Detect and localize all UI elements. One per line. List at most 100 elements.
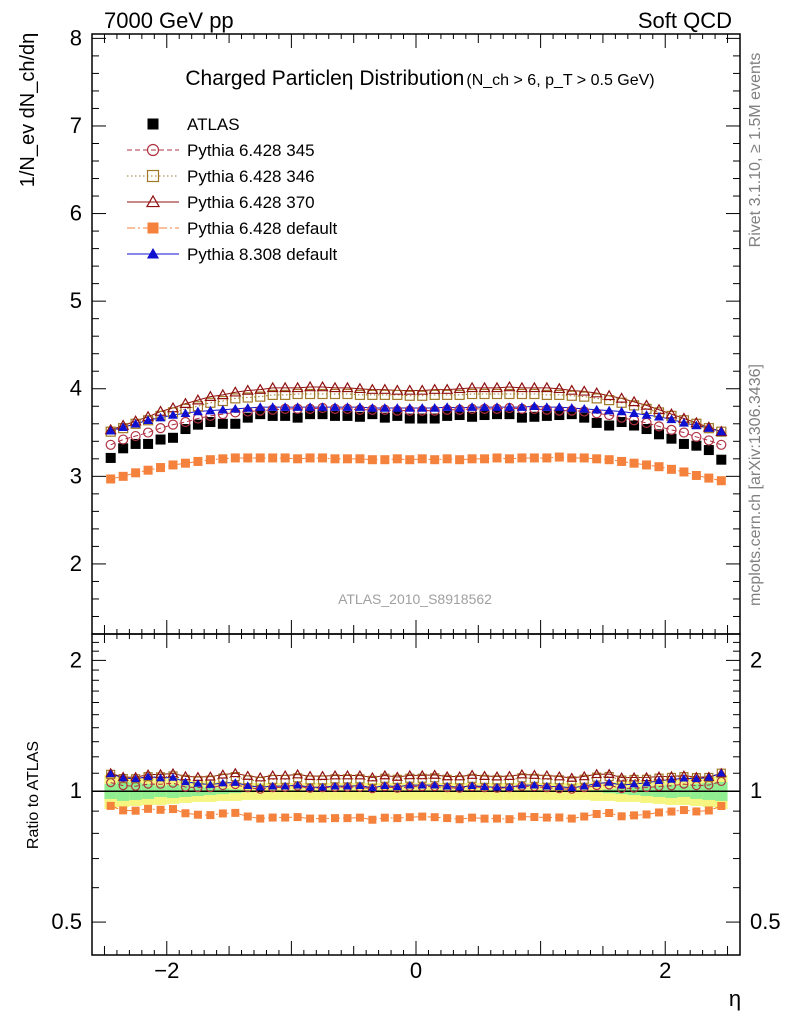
pythia-6-428-370-point: [578, 385, 591, 396]
pythia-8-308-default-point: [604, 405, 615, 415]
pythia-6-428-default-point: [617, 456, 627, 466]
atlas-point: [242, 412, 253, 423]
pythia-6-428-default-point: [355, 454, 365, 464]
pythia-8-308-default-point: [442, 402, 453, 411]
pythia-6-428-370-point: [515, 381, 528, 393]
pythia-6-428-default-ratio-point: [542, 813, 551, 822]
pythia-6-428-370-point: [353, 382, 366, 394]
atlas-point: [255, 409, 266, 420]
pythia-8-308-default-ratio-point: [592, 779, 602, 787]
pythia-6-428-346-point: [541, 389, 552, 400]
pythia-8-308-default-ratio-point: [106, 769, 116, 778]
header-left: 7000 GeV pp: [104, 8, 234, 33]
pythia-6-428-default-ratio-point: [343, 814, 352, 823]
pythia-6-428-345-point: [653, 421, 665, 432]
atlas-point: [417, 413, 428, 424]
pythia-6-428-370-point: [478, 381, 491, 393]
pythia-8-308-default-point: [379, 403, 390, 412]
pythia-6-428-346-point: [329, 388, 341, 400]
pythia-8-308-default-ratio-point: [156, 773, 165, 782]
pythia-6-428-346-point: [354, 389, 366, 400]
pythia-8-308-default-point: [242, 403, 253, 412]
pythia-6-428-default-point: [542, 453, 552, 463]
pythia-6-428-default-ratio-point: [355, 813, 364, 822]
pythia-6-428-default-ratio-point: [169, 805, 177, 814]
pythia-6-428-370-ratio-point: [292, 768, 304, 779]
legend-label-pythia-6-428-346: Pythia 6.428 346: [187, 167, 315, 186]
chart-title: Charged Particleη Distribution (N_ch > 6,…: [185, 67, 654, 90]
pythia-6-428-370-point: [615, 392, 628, 403]
pythia-6-428-default-point: [480, 454, 490, 464]
pythia-8-308-default-point: [330, 402, 340, 411]
pythia-6-428-default-point: [504, 454, 514, 464]
pythia-6-428-default-point: [442, 454, 452, 464]
pythia-6-428-345-point: [155, 423, 166, 434]
pythia-8-308-default-ratio-point: [554, 782, 564, 790]
x-axis-label: η: [729, 986, 741, 1011]
pythia-8-308-default-ratio-point: [318, 782, 327, 791]
pythia-6-428-default-point: [417, 454, 427, 464]
pythia-8-308-default-ratio-point: [143, 772, 153, 780]
atlas-point: [280, 410, 291, 421]
pythia-6-428-346-point: [429, 389, 440, 400]
pythia-6-428-default-ratio-point: [443, 814, 452, 823]
pythia-8-308-default-point: [367, 403, 378, 412]
pythia-6-428-345-point: [703, 435, 714, 446]
atlas-point: [467, 411, 478, 422]
pythia-6-428-370-ratio-point: [491, 770, 503, 781]
atlas-point: [666, 433, 677, 444]
pythia-8-308-default-ratio-point: [417, 780, 427, 789]
main-y-tick-label: 7: [70, 113, 82, 138]
atlas-point: [454, 410, 465, 421]
pythia-8-308-default-point: [143, 415, 154, 424]
main-y-tick-label: 6: [70, 201, 82, 226]
pythia-8-308-default-point: [205, 405, 216, 415]
pythia-6-428-370-point: [491, 381, 503, 393]
pythia-6-428-346-point: [292, 388, 303, 400]
pythia-6-428-default-point: [193, 456, 203, 466]
pythia-6-428-370-point: [540, 381, 553, 393]
pythia-6-428-370-ratio-point: [217, 769, 229, 779]
pythia-6-428-default-point: [704, 473, 714, 483]
x-tick-label: 2: [659, 958, 671, 983]
pythia-6-428-370-ratio-point: [242, 770, 254, 780]
atlas-point: [629, 420, 640, 431]
pythia-6-428-346-point: [404, 390, 415, 401]
pythia-8-308-default-point: [529, 401, 540, 410]
pythia-6-428-default-ratio-point: [243, 812, 252, 821]
legend-marker-pythia-6-428-default: [147, 222, 159, 234]
atlas-point: [579, 412, 590, 423]
pythia-6-428-default-ratio-point: [580, 812, 589, 821]
atlas-point: [305, 409, 316, 420]
pythia-8-308-default-ratio-point: [392, 782, 402, 790]
pythia-6-428-370-point: [553, 382, 566, 394]
pythia-6-428-default-point: [529, 453, 539, 463]
pythia-6-428-370-point: [254, 383, 267, 394]
pythia-6-428-346-point: [479, 388, 490, 400]
pythia-8-308-default-ratio-point: [280, 781, 290, 790]
pythia-8-308-default-point: [417, 403, 428, 412]
pythia-8-308-default-point: [554, 402, 565, 411]
pythia-6-428-default-ratio-point: [106, 801, 115, 810]
pythia-6-428-default-point: [654, 462, 664, 472]
pythia-6-428-default-point: [592, 454, 602, 464]
pythia-6-428-default-ratio-point: [418, 812, 427, 821]
pythia-6-428-370-point: [191, 393, 204, 405]
legend-label-pythia-6-428-default: Pythia 6.428 default: [187, 219, 338, 238]
pythia-6-428-default-ratio-point: [642, 810, 651, 819]
pythia-8-308-default-ratio-point: [193, 779, 203, 787]
pythia-6-428-default-ratio-point: [193, 810, 202, 819]
pythia-6-428-default-point: [318, 453, 328, 463]
pythia-6-428-370-ratio-point: [553, 770, 565, 781]
atlas-point: [267, 410, 278, 421]
atlas-point: [492, 409, 502, 420]
atlas-point: [566, 409, 577, 420]
pythia-6-428-default-ratio-point: [281, 813, 290, 822]
pythia-6-428-345-point: [678, 427, 690, 438]
main-y-tick-label: 8: [70, 25, 82, 50]
pythia-8-308-default-ratio-point: [330, 781, 340, 790]
pythia-6-428-default-point: [305, 453, 315, 463]
pythia-6-428-default-point: [392, 454, 402, 464]
pythia-8-308-default-point: [678, 417, 689, 427]
pythia-8-308-default-ratio-point: [629, 779, 639, 788]
